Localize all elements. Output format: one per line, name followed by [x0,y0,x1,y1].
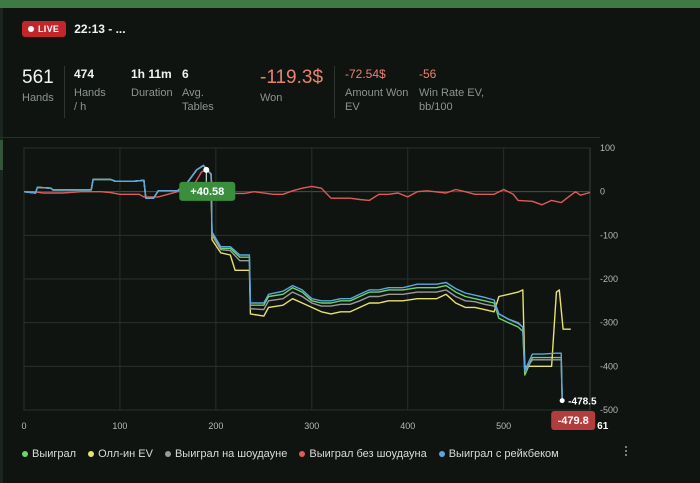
left-panel-edge [0,8,3,483]
stat-hands: 561 Hands [22,66,54,105]
legend-label: Выиграл [32,448,77,460]
y-tick-label: 100 [600,143,615,153]
end-badge [551,411,596,430]
end-point [559,398,565,404]
y-tick-label: -500 [600,405,618,415]
stat-label: Amount Won EV [345,87,409,113]
legend-label: Выиграл без шоудауна [309,448,427,460]
stat-divider [334,66,335,118]
y-tick-label: -300 [600,318,618,328]
live-dot-icon [28,26,34,32]
session-header: LIVE 22:13 - ... [22,18,126,40]
session-title[interactable]: 22:13 - ... [74,22,126,36]
x-tick-label: 200 [208,421,223,431]
stat-label: Hands / h [74,87,106,113]
stat-hands-per-hour: 474 Hands / h [74,66,106,114]
session-graph[interactable]: 100 0 -100 -200 -300 -400 -500 0 100 200 300 400 500… [0,138,640,438]
more-options-icon[interactable] [622,446,630,456]
legend-item[interactable]: Выиграл на шоудауне [164,448,288,460]
series-line[interactable] [23,164,563,400]
legend-item[interactable]: Выиграл без шоудауна [299,448,427,460]
legend-label: Олл-ин EV [98,448,153,460]
series-line[interactable] [23,164,571,367]
stat-label: Duration [131,87,173,99]
window-top-bar [0,0,700,8]
y-tick-label: -400 [600,361,618,371]
x-tick-label: 500 [496,421,511,431]
legend-label: Выиграл с рейкбеком [448,448,559,460]
legend-dot-icon [22,451,28,457]
stat-value: -119.3$ [260,67,324,88]
stat-divider [64,66,65,118]
stat-value: -72.54$ [345,67,386,81]
stat-label: Avg. Tables [182,87,214,113]
stat-label: Win Rate EV, bb/100 [419,87,485,113]
chart-legend: Выиграл Олл-ин EV Выиграл на шоудауне Вы… [22,448,559,460]
end-badge-label: -479.8 [558,415,589,427]
end-value-label: -478.5 [568,397,597,408]
x-tick-label: 400 [400,421,415,431]
x-tick-label: 300 [304,421,319,431]
stats-divider [0,137,600,138]
legend-dot-icon [438,451,445,457]
stat-value: -56 [419,67,437,81]
legend-label: Выиграл на шоудауне [174,448,288,460]
stat-win-rate-ev: -56 Win Rate EV, bb/100 [419,66,499,114]
series-line[interactable] [24,169,591,206]
x-tick-label: 100 [112,421,127,431]
left-panel-edge-accent [0,140,3,170]
stat-duration: 1h 11m Duration [131,66,173,100]
legend-dot-icon [164,451,171,457]
annotation-label: +40.58 [190,186,224,198]
x-tick-label: 0 [21,421,26,431]
stat-value: 1h 11m [131,67,172,81]
stat-amount-won-ev: -72.54$ Amount Won EV [345,66,417,114]
x-tick-label-clipped: 61 [597,421,609,432]
annotation-badge [179,181,236,201]
legend-item[interactable]: Олл-ин EV [88,448,153,460]
y-tick-label: 0 [600,187,605,197]
legend-item[interactable]: Выиграл [22,448,76,460]
legend-dot-icon [88,451,95,457]
live-label: LIVE [38,24,60,34]
stat-value: 561 [22,67,54,88]
stat-label: Hands [22,92,54,104]
stat-value: 474 [74,67,95,81]
stat-avg-tables: 6 Avg. Tables [182,66,214,114]
series-line[interactable] [23,164,563,401]
legend-item[interactable]: Выиграл с рейкбеком [438,448,559,460]
live-badge[interactable]: LIVE [22,21,67,37]
y-tick-label: -200 [600,274,618,284]
stat-won: -119.3$ Won [260,66,323,105]
legend-dot-icon [299,451,306,457]
y-tick-label: -100 [600,230,618,240]
stat-label: Won [260,92,283,104]
stat-value: 6 [182,67,189,81]
